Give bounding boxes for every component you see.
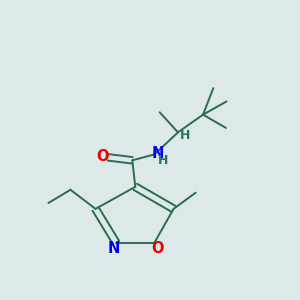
Text: H: H bbox=[158, 154, 168, 167]
Text: O: O bbox=[151, 241, 164, 256]
Text: H: H bbox=[180, 129, 190, 142]
Text: N: N bbox=[108, 241, 120, 256]
Text: N: N bbox=[152, 146, 164, 161]
Text: O: O bbox=[97, 149, 109, 164]
